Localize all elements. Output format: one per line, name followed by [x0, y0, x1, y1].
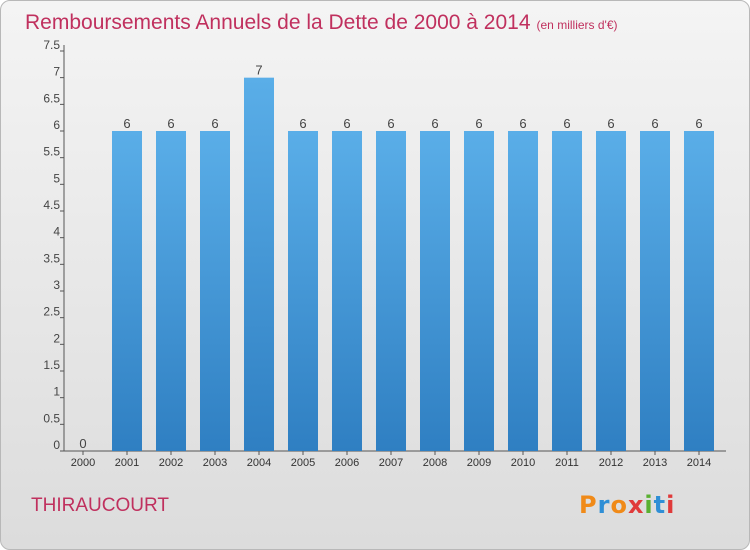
data-label: 6 — [475, 116, 482, 131]
data-label: 6 — [695, 116, 702, 131]
x-tick-label: 2000 — [71, 457, 95, 469]
x-tick-label: 2013 — [643, 457, 667, 469]
bar — [464, 131, 494, 451]
bar — [508, 131, 538, 451]
y-tick-label: 5 — [53, 171, 60, 185]
bar — [200, 131, 230, 451]
bar — [288, 131, 318, 451]
y-tick-label: 7 — [53, 65, 60, 79]
y-tick-label: 3 — [53, 278, 60, 292]
y-tick-label: 7.5 — [43, 38, 60, 52]
chart-unit: (en milliers d'€) — [536, 18, 618, 32]
data-label: 7 — [255, 63, 262, 78]
data-label: 0 — [79, 436, 86, 451]
logo-letter: r — [597, 491, 611, 519]
data-label: 6 — [563, 116, 570, 131]
x-tick-label: 2005 — [291, 457, 315, 469]
x-tick-label: 2008 — [423, 457, 447, 469]
data-label: 6 — [299, 116, 306, 131]
bar — [156, 131, 186, 451]
y-tick-label: 4 — [53, 225, 60, 239]
y-tick-label: 1 — [53, 385, 60, 399]
y-tick-label: 6.5 — [43, 91, 60, 105]
bar — [112, 131, 142, 451]
data-label: 6 — [343, 116, 350, 131]
logo-letter: t — [653, 491, 667, 519]
data-label: 6 — [123, 116, 130, 131]
x-tick-label: 2012 — [599, 457, 623, 469]
bar — [640, 131, 670, 451]
data-label: 6 — [607, 116, 614, 131]
town-name: THIRAUCOURT — [31, 495, 169, 516]
bar — [552, 131, 582, 451]
logo-letter: i — [666, 491, 676, 519]
data-label: 6 — [211, 116, 218, 131]
y-tick-label: 5.5 — [43, 145, 60, 159]
x-tick-label: 2001 — [115, 457, 139, 469]
data-label: 6 — [387, 116, 394, 131]
bar — [376, 131, 406, 451]
y-tick-label: 0 — [53, 438, 60, 452]
x-tick-label: 2003 — [203, 457, 227, 469]
y-tick-label: 4.5 — [43, 198, 60, 212]
x-tick-label: 2002 — [159, 457, 183, 469]
x-tick-label: 2010 — [511, 457, 535, 469]
data-label: 6 — [651, 116, 658, 131]
x-tick-label: 2009 — [467, 457, 491, 469]
bar — [244, 77, 274, 452]
data-label: 6 — [519, 116, 526, 131]
logo-letter: P — [579, 491, 598, 519]
chart-title: Remboursements Annuels de la Dette de 20… — [25, 11, 618, 35]
x-tick-label: 2006 — [335, 457, 359, 469]
y-tick-label: 0.5 — [43, 411, 60, 425]
logo-letter: o — [610, 491, 628, 519]
bar — [420, 131, 450, 451]
data-label: 6 — [167, 116, 174, 131]
y-tick-label: 2.5 — [43, 305, 60, 319]
y-tick-label: 3.5 — [43, 251, 60, 265]
proxiti-logo: Proxiti — [579, 491, 675, 519]
x-tick-label: 2014 — [687, 457, 711, 469]
data-label: 6 — [431, 116, 438, 131]
chart-title-text: Remboursements Annuels de la Dette de 20… — [25, 11, 531, 34]
logo-letter: x — [627, 491, 645, 519]
bar — [332, 131, 362, 451]
x-tick-label: 2007 — [379, 457, 403, 469]
bar — [684, 131, 714, 451]
y-tick-label: 2 — [53, 331, 60, 345]
logo-letter: i — [644, 491, 654, 519]
x-tick-label: 2004 — [247, 457, 271, 469]
y-tick-label: 6 — [53, 118, 60, 132]
y-tick-label: 1.5 — [43, 358, 60, 372]
bar — [596, 131, 626, 451]
x-tick-label: 2011 — [555, 457, 579, 469]
